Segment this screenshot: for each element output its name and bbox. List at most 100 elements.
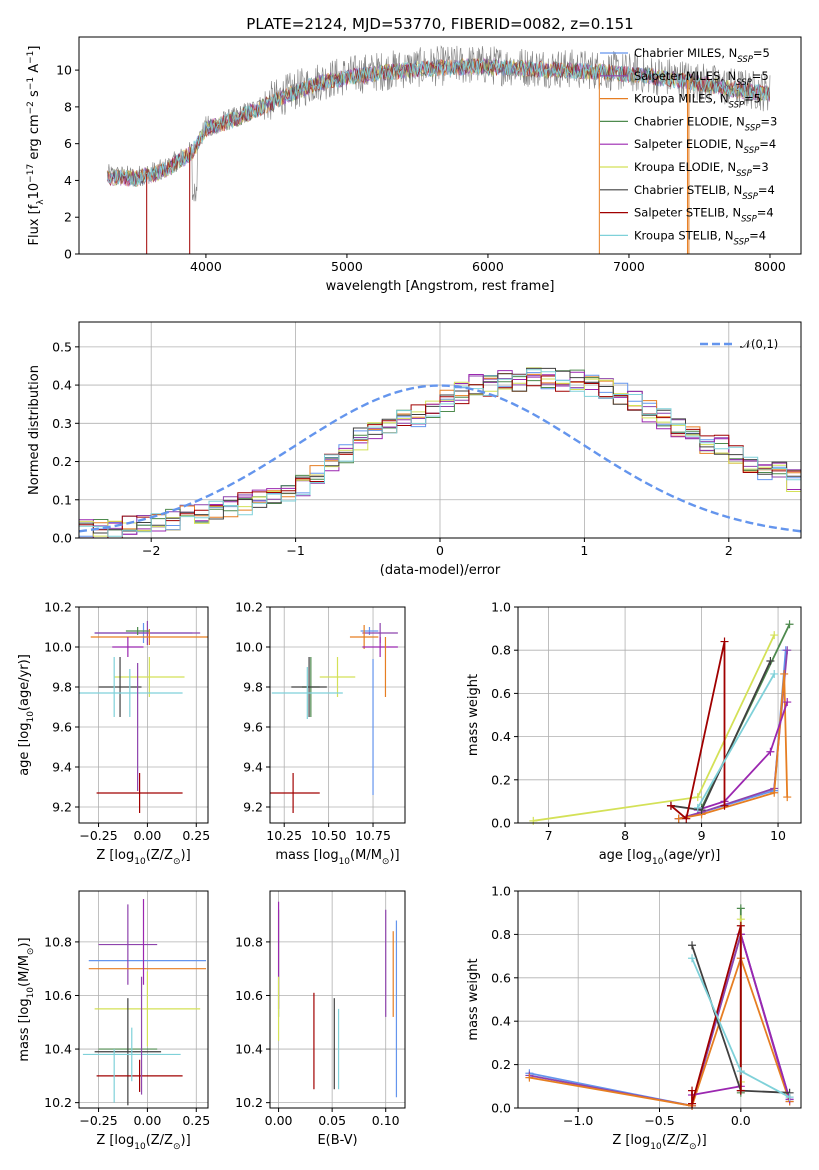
spectrum-frame [78,36,802,255]
x-tick-label: 10.50 [311,828,347,843]
data-point-marker [693,803,702,812]
x-tick-label: 2 [725,543,733,558]
residuals-axes: −2 −1 0 1 2 0.0 0.1 0.2 0.3 0.4 0.5 [52,322,801,558]
x-tick-label: 0.00 [265,1113,293,1128]
y-tick-label: 10.8 [235,934,263,949]
mass_vs_ebv-axes: 0.00 0.05 0.10 10.2 10.4 10.6 10.8 [235,891,405,1128]
y-tick-label: 9.8 [243,680,263,695]
x-tick-label: 0.25 [182,1113,210,1128]
y-tick-label: 0.4 [491,729,511,744]
legend-label: Salpeter ELODIE, NSSP=4 [634,137,776,156]
x-axis-label: Z [log10(Z/Z⊙)] [612,1133,706,1152]
y-tick-label: 9.6 [243,720,263,735]
series-line [696,673,775,809]
data-point-marker [780,669,789,678]
data-point-marker [766,747,775,756]
y-tick-label: 10.2 [44,1095,72,1110]
data-point-marker [674,814,683,823]
y-tick-label: 10.2 [235,600,263,615]
age_vs_mass-frame [269,606,406,824]
x-axis-label: (data-model)/error [380,563,501,578]
legend-label: Kroupa MILES, NSSP=5 [634,92,761,111]
y-tick-label: 10.0 [44,640,72,655]
massweight_vs_age-axes: 7 8 9 10 0.0 0.2 0.4 0.6 0.8 1.0 [491,600,801,843]
x-tick-label: 0.00 [133,1113,161,1128]
x-tick-label: −1.0 [563,1113,593,1128]
histogram-step [79,369,801,537]
x-axis-label: E(B-V) [317,1133,357,1148]
y-axis-label: Flux [fλ10−17 erg cm−2 s−1 A−1] [26,46,46,246]
x-tick-label: 8 [621,828,629,843]
y-tick-label: 10.0 [235,640,263,655]
y-tick-label: 0.6 [491,686,511,701]
x-tick-label: −2 [142,543,160,558]
histogram-step [79,370,801,538]
x-tick-label: 6000 [472,259,504,274]
y-axis-label: Normed distribution [27,365,42,495]
data-point-marker [529,816,538,825]
y-axis-label: mass weight [466,674,481,756]
y-tick-label: 1.0 [491,600,511,615]
data-point-marker [736,921,745,930]
y-tick-label: 0.0 [491,1101,511,1116]
data-point-marker [770,631,779,640]
age_vs_Z-axes: −0.25 0.00 0.25 9.2 9.4 9.6 9.8 10.0 10.2 [44,600,210,844]
mass_vs_ebv-frame [269,890,406,1109]
data-point-marker [785,620,794,629]
massweight_vs_Z-frame [517,890,802,1109]
x-tick-label: 0.00 [133,828,161,843]
x-tick-label: 0 [436,543,444,558]
legend-label: Kroupa STELIB, NSSP=4 [634,228,766,247]
y-tick-label: 0.8 [491,927,511,942]
y-tick-label: 0.5 [52,339,72,354]
y-tick-label: 0.2 [491,1057,511,1072]
y-tick-label: 0.4 [491,1014,511,1029]
data-point-marker [783,646,792,655]
x-tick-label: 7 [545,828,553,843]
x-tick-label: 10.75 [355,828,391,843]
data-point-marker [688,941,697,950]
y-tick-label: 9.4 [52,760,72,775]
x-axis-label: Z [log10(Z/Z⊙)] [96,848,190,867]
y-tick-label: 9.2 [243,800,263,815]
x-axis-label: wavelength [Angstrom, rest frame] [326,279,555,294]
y-tick-label: 1.0 [491,884,511,899]
figure-title: PLATE=2124, MJD=53770, FIBERID=0082, z=0… [246,15,633,33]
x-tick-label: −0.25 [79,828,117,843]
y-tick-label: 9.8 [52,680,72,695]
data-point-marker [693,793,702,802]
y-axis-label: mass weight [466,958,481,1040]
y-tick-label: 0.0 [491,816,511,831]
y-tick-label: 10.6 [235,988,263,1003]
histogram-step [79,367,801,534]
data-point-marker [766,657,775,665]
x-tick-label: −1 [286,543,304,558]
data-point-marker [770,669,779,678]
data-point-marker [736,1086,745,1095]
x-tick-label: 10 [770,828,786,843]
x-axis-label: age [log10(age/yr)] [599,848,721,867]
y-tick-label: 10 [56,63,72,78]
y-tick-label: 6 [64,136,72,151]
y-tick-label: 0 [64,247,72,262]
age_vs_mass-axes: 10.25 10.50 10.75 9.2 9.4 9.6 9.8 10.0 10.2 [235,600,405,843]
data-point-marker [688,954,697,963]
legend-label: Chabrier MILES, NSSP=5 [634,46,770,65]
legend-label: Chabrier ELODIE, NSSP=3 [634,114,777,133]
data-point-marker [720,637,729,646]
x-tick-label: 7000 [613,259,645,274]
y-tick-label: 10.8 [44,934,72,949]
mass_vs_Z-axes: −0.25 0.00 0.25 10.2 10.4 10.6 10.8 [44,891,210,1128]
legend-label: 𝒩(0,1) [740,337,778,351]
x-tick-label: 0.25 [182,828,210,843]
x-tick-label: 0.0 [731,1113,751,1128]
y-axis-label: age [log10(age/yr)] [17,654,36,776]
legend-label: Kroupa ELODIE, NSSP=3 [634,160,769,179]
data-point-marker [682,814,691,823]
data-point-marker [770,788,779,797]
y-tick-label: 4 [64,173,72,188]
y-tick-label: 0.4 [52,378,72,393]
residuals-frame [78,321,802,539]
y-tick-label: 10.4 [44,1042,72,1057]
